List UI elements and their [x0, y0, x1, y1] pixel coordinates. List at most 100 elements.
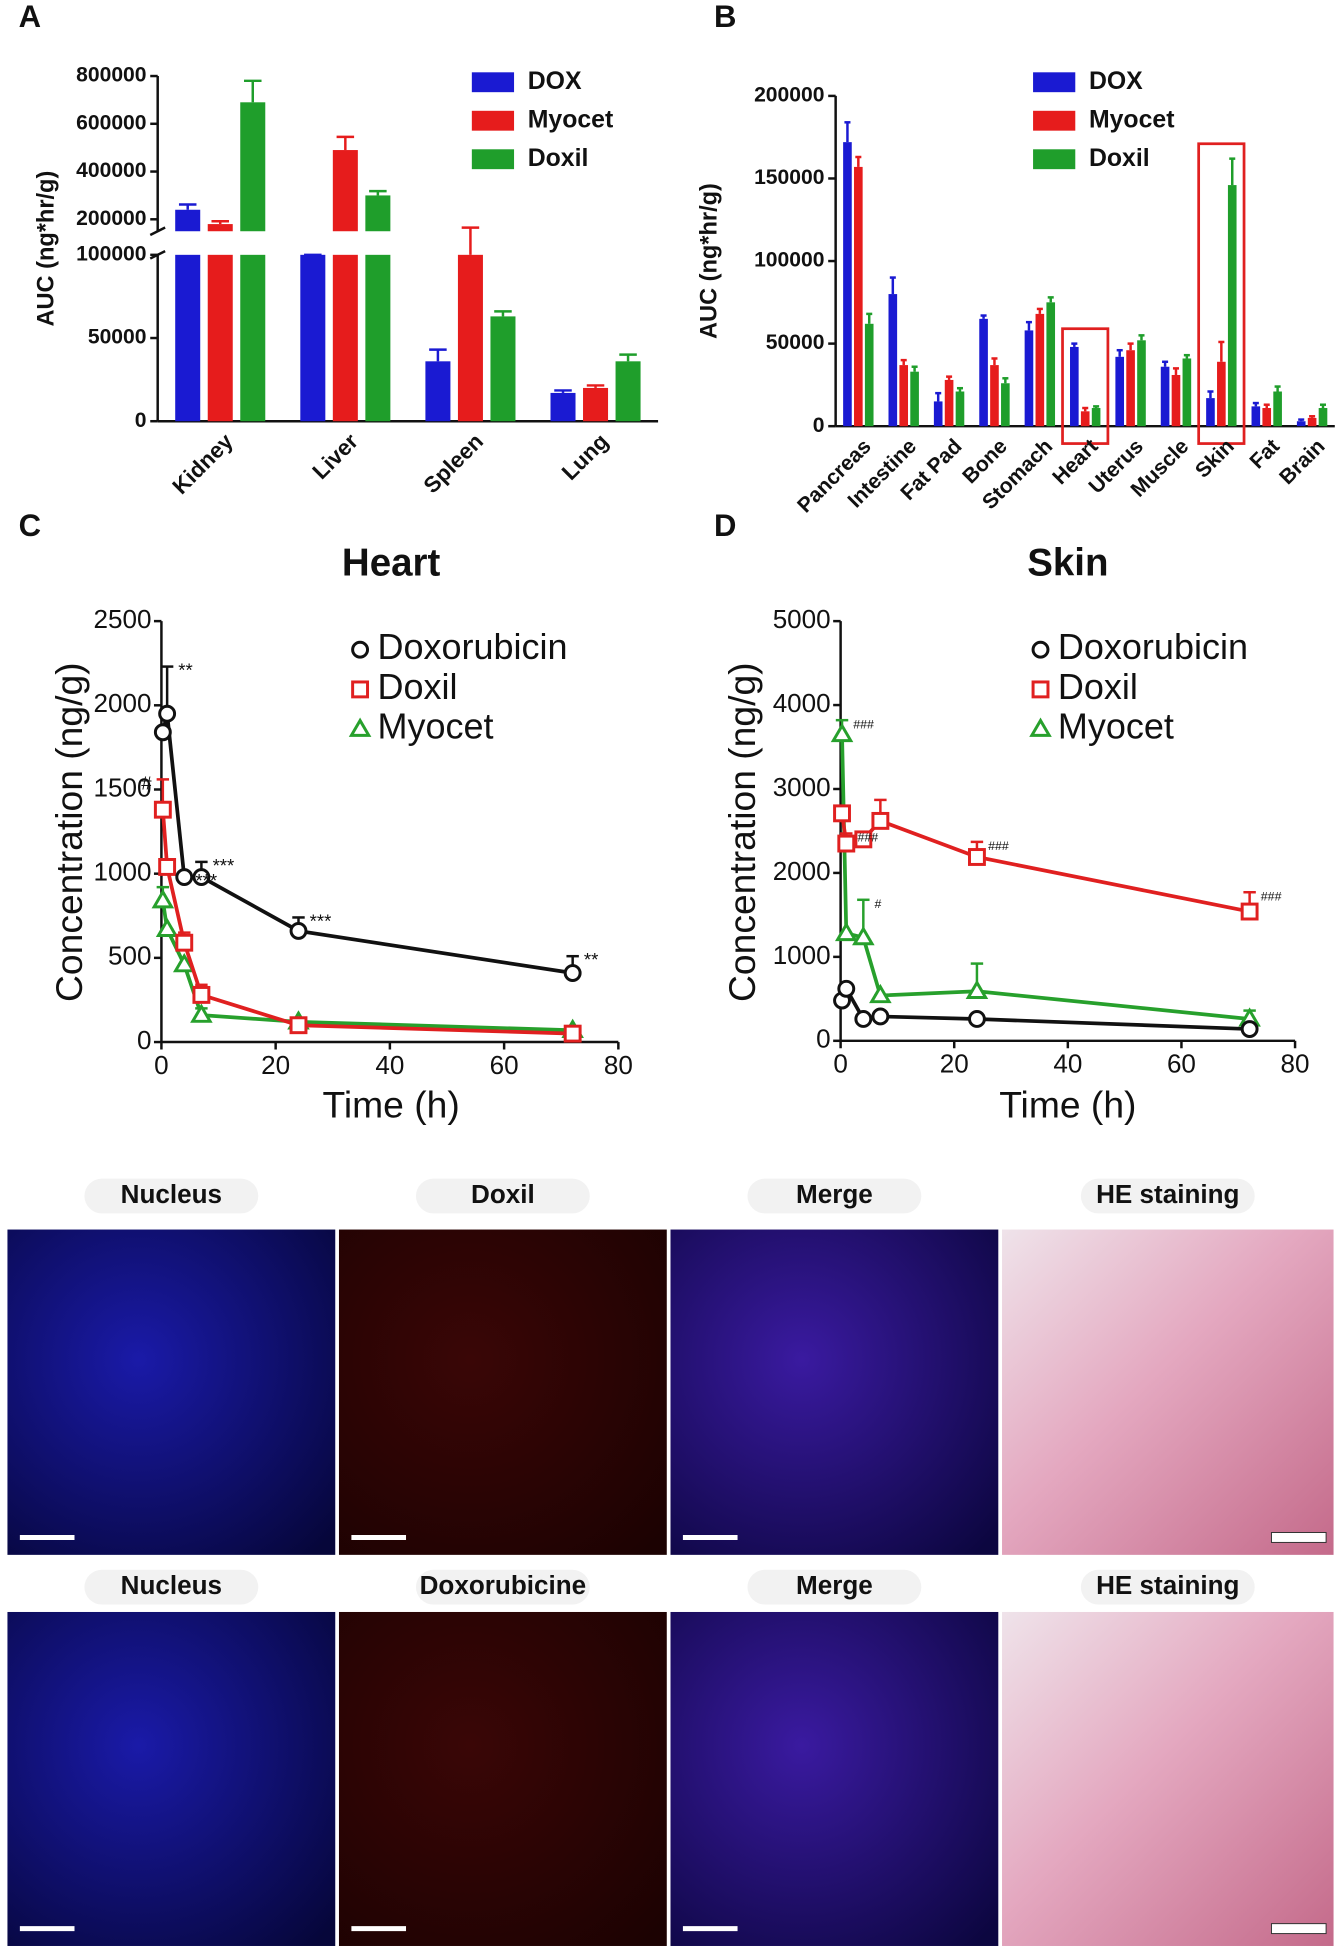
bar: [175, 254, 201, 422]
x-tick-label: Brain: [1275, 435, 1329, 489]
legend-label: Doxil: [528, 145, 589, 172]
error-bar: [554, 389, 572, 393]
error-bar: [1207, 390, 1214, 399]
micrograph: [338, 1611, 667, 1946]
error-bar: [586, 384, 605, 388]
x-tick-label: Lung: [557, 429, 613, 485]
panel-label: B: [714, 0, 736, 34]
micrograph: [670, 1611, 999, 1946]
error-bar: [956, 386, 963, 392]
annotation: ###: [988, 839, 1009, 853]
marker: [153, 800, 172, 819]
bar: [1070, 346, 1079, 427]
y-axis-label: AUC (ng*hr/g): [695, 183, 721, 339]
marker: [837, 834, 856, 853]
x-tick-label: 60: [1167, 1049, 1196, 1079]
chart-title: Heart: [342, 541, 441, 584]
bar: [1024, 330, 1034, 427]
legend-swatch: [1033, 149, 1076, 170]
y-tick-label: 4000: [773, 688, 831, 718]
marker: [869, 983, 892, 1004]
annotation: ***: [310, 910, 332, 931]
panel-label: D: [714, 508, 736, 543]
error-bar: [980, 314, 987, 319]
error-bar: [619, 353, 637, 362]
marker: [965, 979, 989, 999]
marker: [158, 704, 177, 723]
x-tick-label: 0: [154, 1050, 169, 1080]
error-bar: [911, 365, 918, 372]
micrograph: [338, 1229, 667, 1555]
annotation: **: [178, 659, 192, 680]
error-bar: [855, 155, 862, 167]
y-tick-label: 200000: [76, 207, 146, 230]
image-label: Nucleus: [121, 1179, 222, 1209]
marker: [348, 717, 372, 737]
marker: [968, 848, 986, 866]
legend-swatch: [471, 110, 515, 131]
bar: [490, 316, 516, 422]
error-bar: [866, 312, 873, 324]
marker: [289, 921, 308, 940]
annotation: ***: [213, 855, 235, 876]
label-pill: [1080, 1569, 1255, 1605]
bar: [944, 379, 954, 427]
y-tick-label: 0: [137, 1025, 152, 1055]
chart-title: Skin: [1027, 541, 1108, 584]
y-tick-label: 0: [816, 1024, 831, 1054]
error-bar: [1172, 367, 1179, 375]
bar: [1307, 417, 1317, 427]
error-bar: [336, 135, 355, 151]
bar-upper: [365, 195, 391, 232]
legend-swatch: [1033, 110, 1076, 131]
legend-swatch: [471, 149, 515, 170]
error-bar: [1162, 360, 1169, 367]
bar: [1182, 358, 1192, 427]
marker: [158, 858, 177, 876]
error-bar: [1218, 340, 1225, 362]
label-pill: [747, 1569, 922, 1605]
marker: [1240, 902, 1259, 921]
error-bar: [1229, 157, 1236, 186]
bar: [615, 361, 641, 422]
marker: [871, 1007, 890, 1026]
x-axis-label: Time (h): [999, 1084, 1136, 1126]
bar: [910, 371, 919, 427]
marker: [175, 868, 194, 886]
legend-swatch: [1033, 72, 1076, 93]
legend-swatch: [471, 72, 515, 93]
bar: [1001, 383, 1010, 427]
legend-label: Myocet: [1089, 106, 1175, 133]
y-axis-label: Concentration (ng/g): [48, 662, 90, 1002]
bar: [864, 323, 874, 427]
x-tick-label: 80: [1281, 1049, 1310, 1079]
bar: [425, 361, 451, 422]
marker: [1031, 640, 1050, 659]
x-tick-label: 80: [604, 1050, 633, 1080]
x-axis-label: Time (h): [322, 1084, 459, 1126]
error-bar: [1309, 415, 1316, 418]
bar: [1206, 398, 1215, 427]
error-bar: [494, 310, 512, 317]
bar: [550, 392, 576, 422]
bar: [1217, 361, 1226, 427]
bar: [583, 387, 609, 422]
error-bar: [1183, 353, 1190, 359]
label-pill: [84, 1569, 259, 1605]
error-bar: [1093, 405, 1100, 409]
bar: [300, 254, 326, 422]
marker: [833, 804, 851, 823]
bar: [1080, 411, 1090, 427]
marker: [192, 985, 211, 1004]
marker: [192, 868, 211, 886]
bar: [955, 391, 965, 427]
legend-label: Myocet: [1058, 706, 1174, 747]
highlight-box: [1061, 327, 1110, 445]
bar: [240, 254, 266, 422]
label-pill: [415, 1178, 590, 1214]
marker: [190, 1003, 213, 1023]
y-tick-label: 5000: [773, 604, 831, 634]
error-bar: [244, 79, 262, 103]
error-bar: [211, 219, 229, 225]
